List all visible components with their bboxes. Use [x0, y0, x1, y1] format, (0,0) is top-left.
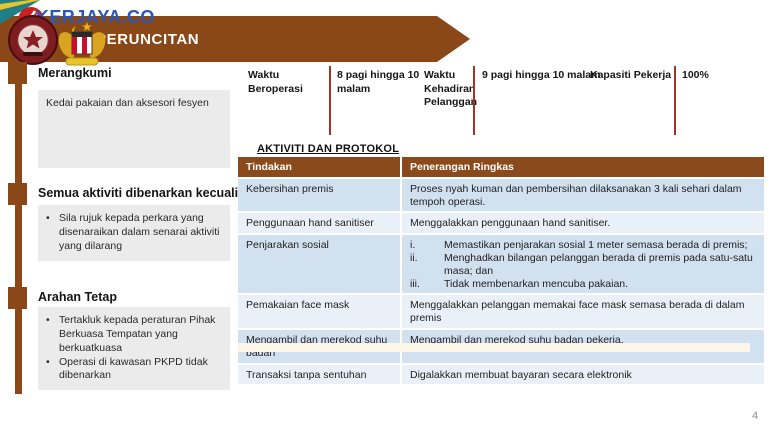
- worker-capacity-label: Kapasiti Pekerja: [590, 69, 672, 81]
- cell-action: Pemakaian face mask: [238, 295, 400, 328]
- banner-title: PERUNCITAN: [96, 31, 200, 48]
- table-row: Penggunaan hand sanitiser Menggalakkan p…: [238, 213, 764, 234]
- page-number: 4: [752, 410, 759, 422]
- list-item: iii. Tidak membenarkan mencuba pakaian.: [410, 278, 756, 291]
- list-item: i. Memastikan penjarakan sosial 1 meter …: [410, 239, 756, 252]
- bullet-item: • Sila rujuk kepada perkara yang disenar…: [46, 212, 222, 254]
- cell-description: Menggalakkan pelanggan memakai face mask…: [402, 295, 764, 328]
- customer-hours-label: Waktu Kehadiran Pelanggan: [424, 69, 478, 109]
- table-row: Penjarakan sosial i. Memastikan penjarak…: [238, 235, 764, 294]
- table-row: Kebersihan premis Proses nyah kuman dan …: [238, 178, 764, 212]
- bullet-item: • Tertakluk kepada peraturan Pihak Berku…: [46, 314, 222, 356]
- sidebar-heading-merangkumi: Merangkumi: [38, 66, 112, 80]
- list-text: Memastikan penjarakan sosial 1 meter sem…: [444, 239, 748, 252]
- protocol-section-heading: AKTIVITI DAN PROTOKOL: [257, 143, 400, 155]
- sidebar-box-aktiviti-dibenarkan: • Sila rujuk kepada perkara yang disenar…: [38, 205, 230, 261]
- list-text: Menghadkan bilangan pelanggan berada di …: [444, 251, 753, 277]
- bullet-icon: •: [46, 314, 50, 326]
- cell-action: Penggunaan hand sanitiser: [238, 213, 400, 234]
- divider-line: [674, 66, 676, 135]
- customer-hours-value: 9 pagi hingga 10 malam: [482, 69, 601, 81]
- divider-line: [473, 66, 475, 135]
- bullet-text: Operasi di kawasan PKPD tidak dibenarkan: [59, 355, 208, 382]
- timeline-node-1: [8, 62, 27, 84]
- timeline-rail: [15, 72, 22, 394]
- bullet-item: • Operasi di kawasan PKPD tidak dibenark…: [46, 356, 222, 384]
- bullet-text: Sila rujuk kepada perkara yang disenarai…: [59, 212, 220, 252]
- table-row: Pemakaian face mask Menggalakkan pelangg…: [238, 295, 764, 328]
- list-marker: ii.: [410, 251, 418, 264]
- bullet-icon: •: [46, 212, 50, 224]
- cell-description-list: i. Memastikan penjarakan sosial 1 meter …: [402, 235, 764, 294]
- cell-action: Penjarakan sosial: [238, 235, 400, 294]
- faded-watermark-band: [238, 343, 750, 352]
- list-item: ii. Menghadkan bilangan pelanggan berada…: [410, 252, 756, 278]
- cell-description: Menggalakkan penggunaan hand sanitiser.: [402, 213, 764, 234]
- watermark-brand: KERJAYA.CO: [36, 7, 155, 27]
- bullet-text: Tertakluk kepada peraturan Pihak Berkuas…: [59, 314, 216, 354]
- corner-ribbon-icon: [0, 0, 40, 24]
- list-marker: iii.: [410, 277, 420, 290]
- worker-capacity-value: 100%: [682, 69, 709, 81]
- cell-description: Digalakkan membuat bayaran secara elektr…: [402, 364, 764, 385]
- column-header-action: Tindakan: [238, 157, 400, 177]
- operating-hours-value: 8 pagi hingga 10 malam: [337, 69, 420, 95]
- cell-action: Transaksi tanpa sentuhan: [238, 364, 400, 385]
- timeline-node-2: [8, 183, 27, 205]
- divider-line: [329, 66, 331, 135]
- column-header-description: Penerangan Ringkas: [402, 157, 764, 177]
- operating-hours-label: Waktu Beroperasi: [248, 69, 303, 95]
- sidebar-box-merangkumi: Kedai pakaian dan aksesori fesyen: [38, 90, 230, 168]
- table-row: Transaksi tanpa sentuhan Digalakkan memb…: [238, 364, 764, 385]
- sidebar-box-arahan-tetap: • Tertakluk kepada peraturan Pihak Berku…: [38, 307, 230, 391]
- table-header-row: Tindakan Penerangan Ringkas: [238, 157, 764, 177]
- agency-badge-icon: [8, 15, 58, 65]
- timeline-node-3: [8, 287, 27, 309]
- bullet-icon: •: [46, 355, 50, 368]
- cell-description: Proses nyah kuman dan pembersihan dilaks…: [402, 178, 764, 212]
- list-text: Tidak membenarkan mencuba pakaian.: [444, 277, 629, 290]
- sidebar-heading-aktiviti-dibenarkan: Semua aktiviti dibenarkan kecuali: [38, 186, 239, 200]
- coat-of-arms-icon: [58, 22, 106, 66]
- cell-action: Kebersihan premis: [238, 178, 400, 212]
- list-marker: i.: [410, 239, 416, 252]
- sidebar-heading-arahan-tetap: Arahan Tetap: [38, 290, 117, 304]
- sidebar-text: Kedai pakaian dan aksesori fesyen: [46, 97, 209, 109]
- protocol-table: Tindakan Penerangan Ringkas Kebersihan p…: [238, 157, 764, 386]
